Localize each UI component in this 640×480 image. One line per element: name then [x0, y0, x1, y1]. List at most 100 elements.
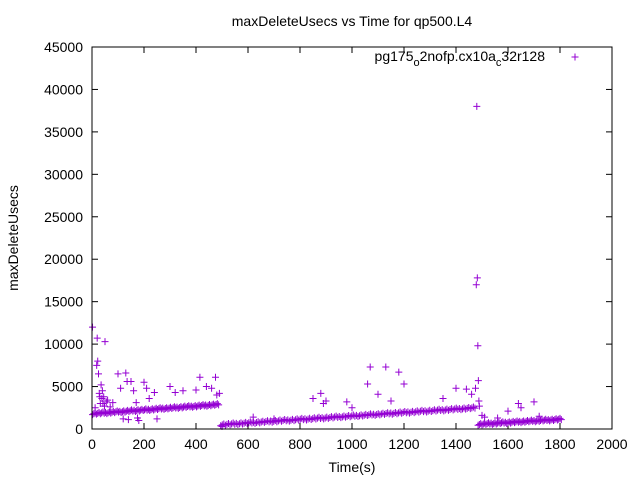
- y-tick-label: 20000: [44, 251, 83, 267]
- x-tick-label: 1600: [492, 436, 523, 452]
- data-point: [317, 389, 325, 397]
- data-point: [104, 396, 112, 404]
- data-point: [98, 394, 106, 402]
- data-point: [140, 378, 148, 386]
- legend-marker-symbol: [571, 53, 579, 61]
- data-point: [400, 380, 408, 388]
- data-point: [322, 397, 330, 405]
- data-point: [452, 384, 460, 392]
- data-point: [481, 413, 489, 421]
- y-tick-label: 0: [75, 421, 83, 437]
- x-tick-label: 1000: [336, 436, 367, 452]
- data-point: [208, 384, 216, 392]
- data-point: [469, 403, 477, 411]
- data-point: [475, 402, 483, 410]
- x-tick-label: 400: [184, 436, 208, 452]
- y-axis-title: maxDeleteUsecs: [5, 185, 21, 291]
- data-point: [472, 384, 479, 392]
- x-tick-label: 200: [132, 436, 156, 452]
- data-point: [127, 377, 135, 385]
- data-point: [395, 368, 403, 376]
- data-point: [102, 398, 110, 406]
- data-point: [215, 389, 223, 397]
- data-point: [557, 416, 565, 424]
- data-point: [100, 402, 108, 410]
- y-tick-label: 10000: [44, 336, 83, 352]
- data-point: [166, 383, 174, 391]
- data-point: [179, 387, 187, 395]
- y-tick-label: 15000: [44, 294, 83, 310]
- data-point: [98, 387, 106, 395]
- data-point: [93, 361, 101, 369]
- plot-frame: [91, 46, 613, 430]
- data-point: [504, 407, 512, 415]
- data-point: [374, 390, 382, 398]
- data-point: [249, 413, 257, 421]
- data-point: [473, 274, 481, 282]
- x-tick-label: 1200: [388, 436, 419, 452]
- data-point: [348, 404, 356, 412]
- data-point: [475, 397, 483, 405]
- data-point: [122, 369, 130, 377]
- data-point: [215, 401, 223, 409]
- data-point: [517, 404, 525, 412]
- data-point: [94, 357, 102, 365]
- legend-subscript-2: c: [496, 57, 502, 69]
- data-point: [132, 399, 140, 407]
- x-axis-title: Time(s): [329, 459, 376, 475]
- x-tick-label: 0: [88, 436, 96, 452]
- y-tick-label: 30000: [44, 166, 83, 182]
- data-point: [387, 397, 395, 405]
- x-tick-label: 1800: [544, 436, 575, 452]
- data-point: [171, 388, 179, 396]
- data-point: [556, 414, 564, 422]
- y-axis-ticks: 0 5000 10000 15000 20000 25000 30000 35000 40000…: [44, 39, 612, 437]
- data-point: [309, 394, 317, 402]
- data-point: [472, 281, 480, 289]
- data-point: [213, 400, 221, 408]
- data-point: [95, 370, 102, 378]
- y-tick-label: 25000: [44, 209, 83, 225]
- data-point: [135, 417, 143, 425]
- y-tick-label: 35000: [44, 124, 83, 140]
- data-point: [473, 102, 481, 110]
- data-point: [114, 370, 122, 378]
- data-point: [270, 415, 278, 423]
- data-point: [468, 390, 476, 398]
- data-point: [117, 384, 125, 392]
- legend-marker: [571, 53, 579, 61]
- y-tick-label: 45000: [44, 39, 83, 55]
- x-tick-label: 800: [288, 436, 312, 452]
- data-point: [89, 323, 97, 331]
- data-point: [474, 342, 482, 350]
- data-point: [471, 404, 479, 412]
- data-point: [343, 398, 351, 406]
- data-point: [100, 393, 108, 401]
- x-tick-label: 2000: [596, 436, 627, 452]
- data-point: [364, 380, 372, 388]
- data-point: [535, 412, 543, 420]
- x-tick-label: 600: [236, 436, 260, 452]
- data-point: [119, 415, 127, 423]
- data-point: [366, 363, 374, 371]
- data-point: [93, 334, 101, 342]
- data-point: [101, 338, 109, 346]
- y-tick-label: 5000: [52, 379, 83, 395]
- data-point: [97, 381, 105, 389]
- data-point: [202, 383, 210, 391]
- y-tick-label: 40000: [44, 81, 83, 97]
- data-point: [382, 363, 390, 371]
- data-point: [124, 416, 132, 424]
- data-point: [153, 415, 161, 423]
- data-point: [530, 398, 538, 406]
- data-point: [439, 394, 447, 402]
- data-points: [89, 102, 565, 430]
- data-point: [494, 414, 502, 422]
- data-point: [514, 400, 522, 408]
- legend-text-2: 2nofp.cx10a: [420, 48, 496, 64]
- data-point: [150, 388, 158, 396]
- data-point: [192, 386, 200, 394]
- chart-title: maxDeleteUsecs vs Time for qp500.L4: [232, 13, 473, 29]
- x-tick-label: 1400: [440, 436, 471, 452]
